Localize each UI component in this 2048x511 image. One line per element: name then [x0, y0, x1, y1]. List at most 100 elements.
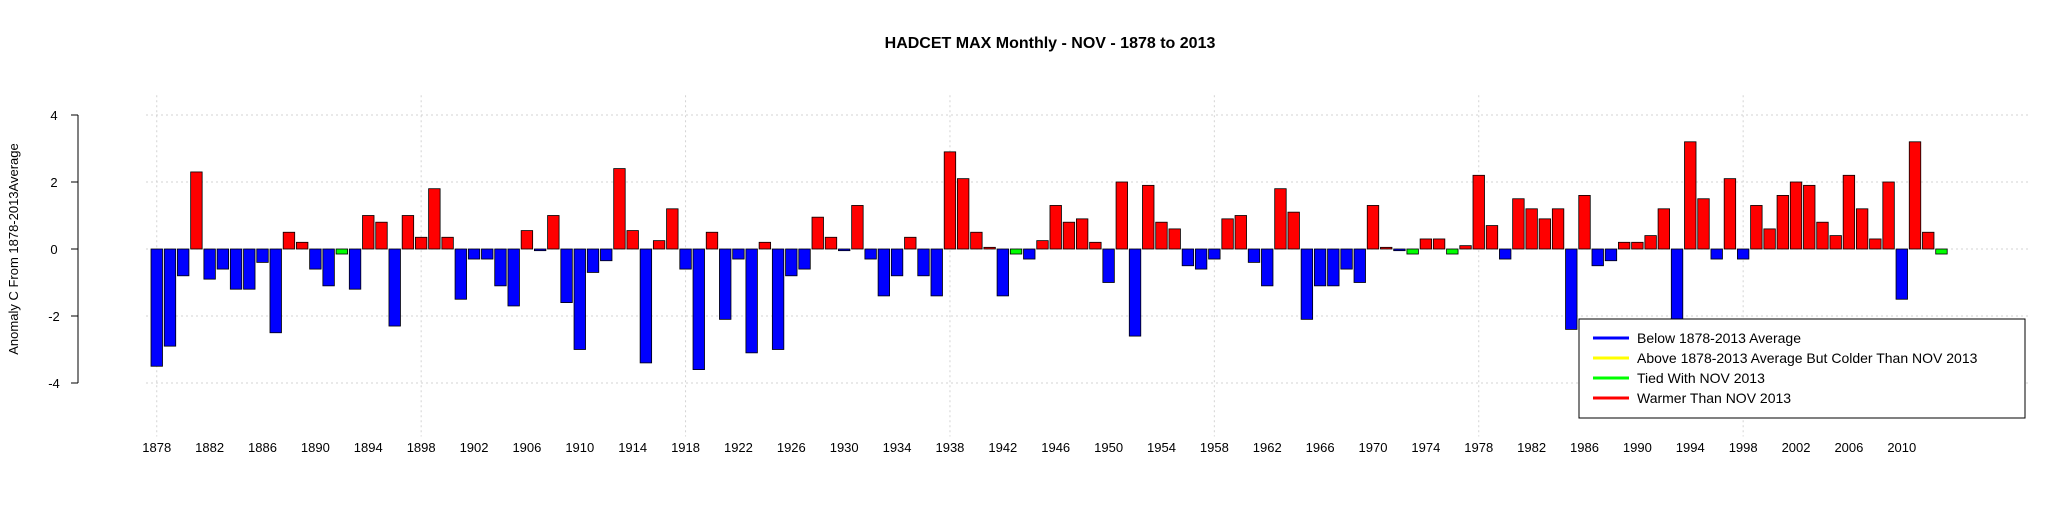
x-tick-label-1954: 1954: [1147, 440, 1176, 455]
bar-1879: [163, 248, 177, 347]
bar-1899: [428, 188, 441, 250]
bar-1956: [1181, 248, 1195, 267]
y-tick-label-2: 2: [50, 175, 57, 190]
bar-2007: [1855, 208, 1869, 250]
bar-1994: [1684, 141, 1697, 250]
bar-1896: [388, 248, 401, 327]
bar-1887: [269, 248, 282, 334]
legend-label-1: Above 1878-2013 Average But Colder Than …: [1637, 350, 1978, 366]
bar-1972: [1393, 248, 1406, 252]
x-tick-label-1938: 1938: [935, 440, 964, 455]
bar-1995: [1697, 198, 1710, 250]
bar-1935: [904, 236, 917, 250]
bar-1942: [996, 248, 1009, 297]
x-tick-label-2006: 2006: [1834, 440, 1863, 455]
bar-2012: [1922, 231, 1935, 250]
x-tick-label-1946: 1946: [1041, 440, 1070, 455]
bar-1996: [1710, 248, 1723, 260]
bar-1933: [877, 248, 890, 297]
bar-1986: [1578, 194, 1591, 250]
bar-1897: [401, 215, 415, 250]
x-tick-label-1898: 1898: [407, 440, 436, 455]
legend: Below 1878-2013 Average Above 1878-2013 A…: [1578, 318, 2026, 419]
x-tick-label-1882: 1882: [195, 440, 224, 455]
bar-1906: [520, 230, 534, 250]
bar-1997: [1723, 178, 1737, 250]
bar-1969: [1353, 248, 1366, 283]
x-tick-label-2002: 2002: [1782, 440, 1811, 455]
legend-label-3: Warmer Than NOV 2013: [1637, 390, 1791, 406]
bar-1918: [679, 248, 692, 270]
bar-1901: [454, 248, 467, 300]
bar-1959: [1221, 218, 1234, 250]
bar-1940: [970, 231, 983, 250]
bar-1977: [1459, 245, 1472, 250]
bar-2009: [1882, 181, 1895, 250]
bar-1920: [705, 231, 719, 250]
bar-series: [150, 141, 1948, 370]
bar-1968: [1340, 248, 1353, 270]
bar-1892: [335, 248, 348, 255]
x-tick-label-1926: 1926: [777, 440, 806, 455]
bar-1989: [1618, 241, 1631, 250]
x-tick-label-1922: 1922: [724, 440, 753, 455]
x-tick-label-1914: 1914: [618, 440, 647, 455]
bar-1963: [1274, 188, 1287, 250]
bar-1915: [639, 248, 653, 364]
bar-1916: [652, 240, 666, 250]
bar-1891: [322, 248, 335, 287]
legend-label-2: Tied With NOV 2013: [1637, 370, 1765, 386]
bar-1886: [256, 248, 269, 263]
bar-1948: [1076, 218, 1089, 250]
bar-1919: [692, 248, 705, 370]
bar-1922: [732, 248, 745, 260]
bar-1903: [481, 248, 494, 260]
bar-1974: [1419, 238, 1433, 250]
bar-1955: [1168, 228, 1181, 250]
bar-1990: [1631, 241, 1644, 250]
x-axis: 1878 1882 1886 1890 1894 1898 1902 1906 1910 1914…: [142, 440, 1916, 455]
bar-1900: [441, 236, 454, 250]
bar-2003: [1803, 184, 1816, 250]
x-tick-label-1958: 1958: [1200, 440, 1229, 455]
bar-2013: [1935, 248, 1948, 255]
bar-1999: [1750, 205, 1763, 250]
bar-1895: [375, 221, 388, 250]
bar-1979: [1485, 225, 1499, 250]
bar-2005: [1829, 235, 1842, 250]
bar-1998: [1737, 248, 1750, 260]
x-tick-label-1934: 1934: [883, 440, 912, 455]
bar-2008: [1869, 238, 1882, 250]
bar-1913: [613, 168, 626, 250]
bar-1930: [838, 248, 851, 252]
bar-1970: [1366, 205, 1380, 250]
bar-1881: [190, 171, 203, 250]
bar-1907: [533, 248, 547, 252]
bar-1987: [1591, 248, 1604, 267]
bar-1954: [1155, 221, 1168, 250]
bar-1925: [771, 248, 785, 350]
x-tick-label-1906: 1906: [512, 440, 541, 455]
x-tick-label-1918: 1918: [671, 440, 700, 455]
bar-1890: [309, 248, 322, 270]
bar-2004: [1816, 221, 1829, 250]
bar-1985: [1565, 248, 1578, 330]
y-tick-label-0: 0: [50, 242, 57, 257]
bar-1988: [1604, 248, 1618, 262]
legend-label-0: Below 1878-2013 Average: [1637, 330, 1801, 346]
legend-box: [1578, 318, 2026, 419]
bar-2001: [1776, 194, 1789, 250]
bar-1917: [666, 208, 679, 250]
x-tick-label-1978: 1978: [1464, 440, 1493, 455]
bar-1962: [1261, 248, 1274, 287]
bar-1982: [1525, 208, 1538, 250]
bar-1936: [917, 248, 930, 277]
y-tick-label--2: -2: [48, 309, 60, 324]
y-tick-label-4: 4: [50, 108, 57, 123]
bar-1921: [719, 248, 732, 320]
bar-1904: [494, 248, 507, 287]
bar-1938: [943, 151, 957, 250]
bar-1953: [1142, 184, 1155, 250]
bar-2010: [1895, 248, 1908, 300]
